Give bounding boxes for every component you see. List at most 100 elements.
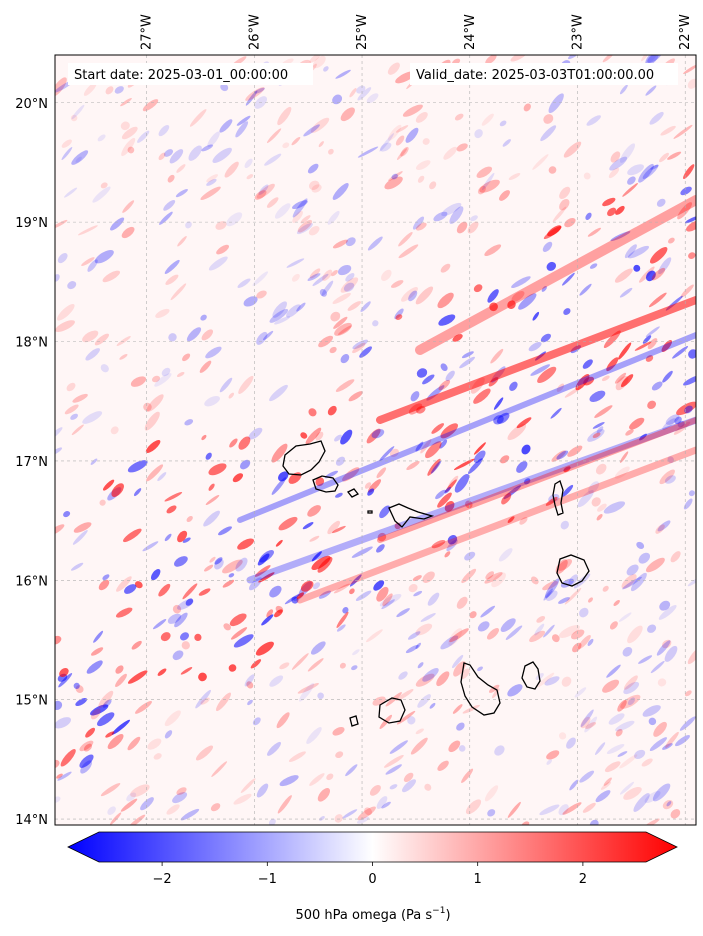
omega-cell [574,687,587,698]
omega-cell [385,764,402,775]
omega-cell [189,109,207,127]
omega-cell [334,814,343,823]
omega-cell [292,200,308,210]
omega-cell [659,469,675,485]
colorbar-label-end: ) [445,908,450,923]
omega-cell [367,488,375,496]
omega-cell [164,730,173,739]
omega-cell [444,551,451,558]
island-sao-vicente [312,475,339,493]
omega-cell [55,274,60,282]
omega-cell [592,432,601,438]
omega-cell [661,340,673,352]
map-panel: Start date: 2025-03-01_00:00:00 Valid_da… [15,14,697,828]
omega-cell [587,227,602,237]
omega-cell [82,330,99,343]
omega-cell [420,439,432,454]
omega-cell [413,590,423,597]
omega-cell [70,114,78,122]
lat-tick-label: 15°N [15,694,48,709]
omega-cell [335,492,343,498]
omega-cell [560,578,574,588]
omega-cell [571,629,585,640]
omega-cell [332,94,343,105]
omega-cell [335,456,346,466]
omega-cell [309,773,325,786]
omega-cell [110,812,122,825]
omega-cell [621,574,637,589]
omega-cell [229,613,247,627]
omega-cell [609,156,628,171]
omega-cell [98,579,110,591]
omega-cell [340,277,359,293]
omega-cell [402,779,416,793]
omega-cell [469,611,477,619]
omega-cell [269,384,288,402]
colorbar-body [67,831,678,863]
omega-cell [645,55,658,65]
omega-cell [153,753,162,760]
omega-cell [337,265,352,276]
omega-cell [674,416,682,425]
omega-band [415,195,696,355]
omega-cell [271,443,288,463]
omega-cell [177,530,188,543]
omega-cell [385,692,402,707]
omega-cell [395,135,405,146]
omega-cell [615,728,623,737]
omega-band [376,296,696,424]
omega-cell [433,211,448,222]
omega-cell [327,210,340,225]
omega-cell [332,292,351,304]
omega-cell [401,287,418,302]
omega-cell [427,458,441,476]
omega-cell [119,354,128,360]
omega-cell [383,755,404,768]
omega-cell [145,439,161,454]
omega-cell [180,808,200,821]
omega-cell [311,551,322,562]
island-outlines [282,440,590,727]
omega-cell [647,338,658,350]
omega-cell [638,655,653,664]
omega-cell [334,434,342,442]
omega-cell [176,787,187,795]
omega-cell [662,418,676,430]
omega-cell [246,681,254,689]
omega-cell [647,400,657,410]
omega-cell [167,613,182,624]
omega-cell [255,641,274,656]
omega-cell [307,273,321,281]
omega-cell [339,662,346,669]
omega-cell [219,377,233,393]
omega-cell [608,167,620,179]
omega-cell [520,821,530,825]
omega-cell [622,646,633,657]
omega-cell [619,781,635,795]
omega-cell [645,326,660,338]
omega-cell [539,804,560,816]
omega-cell [521,444,531,455]
omega-cell [82,411,103,424]
omega-cell [279,662,290,670]
omega-cell [606,357,619,372]
omega-cell [291,136,301,146]
omega-cell [379,446,395,462]
omega-cell [275,605,284,613]
omega-cell [437,492,452,508]
omega-cell [357,806,376,821]
omega-cell [439,439,448,449]
omega-cell [263,330,274,341]
omega-cell [80,760,92,774]
omega-cell [97,712,115,727]
lon-tick-label: 23°W [570,14,585,50]
omega-cell [459,356,475,369]
omega-cell [120,121,130,131]
omega-cell [477,666,483,672]
omega-cell [395,125,409,133]
omega-cell [376,796,388,809]
omega-cell [627,176,636,185]
omega-cell [464,551,476,561]
omega-cell [398,231,413,247]
